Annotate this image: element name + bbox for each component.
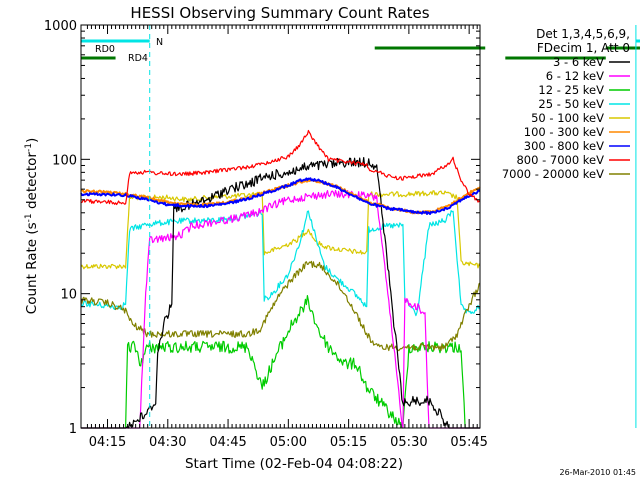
series-line-7 (80, 129, 481, 206)
chart-title: HESSI Observing Summary Count Rates (130, 4, 429, 22)
x-axis-label: Start Time (02-Feb-04 04:08:22) (185, 456, 403, 472)
x-tick-label-0: 04:15 (89, 435, 126, 450)
y-axis-label: Count Rate (s-1 detector-1) (24, 138, 40, 314)
y-tick-label-0: 1 (69, 422, 77, 437)
legend: Det 1,3,4,5,6,9, FDecim 1, Att 0 3 - 6 k… (502, 27, 630, 181)
series-line-8 (80, 260, 481, 352)
x-tick-label-6: 05:45 (450, 435, 487, 450)
legend-label-0: 3 - 6 keV (553, 55, 604, 69)
flag-label-rd0: RD0 (95, 44, 115, 55)
night-label: N (156, 37, 163, 48)
flag-label-rd4: RD4 (128, 53, 148, 64)
series-line-0 (81, 157, 480, 429)
series-line-2 (81, 295, 480, 429)
legend-label-8: 7000 - 20000 keV (502, 167, 604, 181)
x-tick-label-4: 05:15 (330, 435, 367, 450)
x-tick-label-3: 05:00 (270, 435, 307, 450)
legend-label-6: 300 - 800 keV (524, 139, 604, 153)
legend-header-line-1: Det 1,3,4,5,6,9, (536, 27, 630, 41)
series-line-3 (80, 210, 481, 317)
y-axis-label-sup2: -1 (24, 143, 34, 152)
legend-label-3: 25 - 50 keV (538, 97, 604, 111)
axis-layer: 1 10 100 1000 04:15 04:30 04:45 05:00 05:15 05:30… (44, 19, 488, 450)
x-tick-label-1: 04:30 (149, 435, 186, 450)
legend-label-2: 12 - 25 keV (538, 83, 604, 97)
legend-label-7: 800 - 7000 keV (516, 153, 604, 167)
y-axis-label-sup1: -1 (24, 213, 34, 222)
series-line-6 (80, 177, 481, 215)
y-axis-label-main: Count Rate (s (24, 222, 40, 314)
x-tick-label-2: 04:45 (209, 435, 246, 450)
legend-label-1: 6 - 12 keV (546, 69, 604, 83)
series-line-1 (81, 189, 480, 429)
plot-timestamp: 26-Mar-2010 01:45 (560, 468, 637, 477)
y-tick-label-2: 100 (52, 153, 77, 168)
y-tick-label-3: 1000 (44, 19, 77, 34)
y-axis-label-end: ) (24, 138, 40, 143)
y-tick-label-1: 10 (60, 288, 77, 303)
legend-header-line-2: FDecim 1, Att 0 (537, 41, 630, 55)
y-axis-label-mid: detector (24, 152, 40, 214)
legend-label-5: 100 - 300 keV (524, 125, 604, 139)
legend-label-4: 50 - 100 keV (531, 111, 604, 125)
x-tick-label-5: 05:30 (390, 435, 427, 450)
